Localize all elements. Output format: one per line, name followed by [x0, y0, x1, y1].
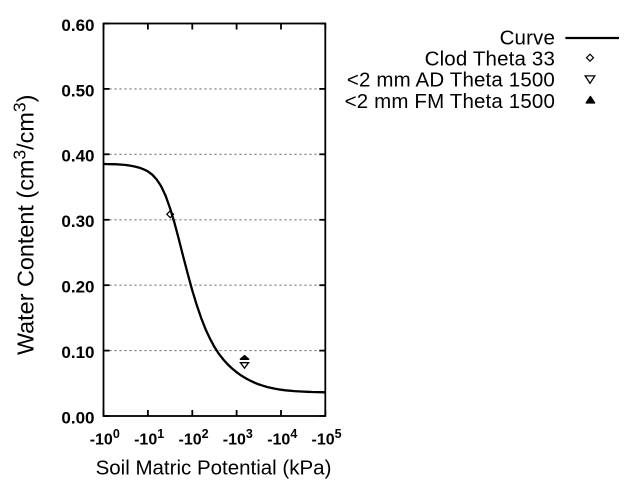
svg-text:0.60: 0.60	[61, 16, 94, 35]
svg-text:<2 mm FM Theta 1500: <2 mm FM Theta 1500	[345, 90, 555, 113]
svg-text:-103: -103	[223, 427, 253, 449]
svg-text:-104: -104	[267, 427, 297, 449]
svg-text:0.00: 0.00	[61, 408, 94, 427]
svg-text:-102: -102	[179, 427, 209, 449]
svg-text:<2 mm AD Theta 1500: <2 mm AD Theta 1500	[347, 69, 555, 92]
svg-text:Curve: Curve	[500, 26, 555, 49]
svg-text:-105: -105	[312, 427, 342, 449]
svg-text:0.10: 0.10	[61, 343, 94, 362]
svg-text:0.30: 0.30	[61, 212, 94, 231]
svg-text:0.50: 0.50	[61, 81, 94, 100]
svg-text:0.20: 0.20	[61, 278, 94, 297]
svg-text:-100: -100	[90, 427, 120, 449]
svg-text:Clod Theta 33: Clod Theta 33	[425, 47, 555, 70]
svg-text:0.40: 0.40	[61, 147, 94, 166]
svg-text:Water Content (cm3/cm3): Water Content (cm3/cm3)	[10, 95, 39, 355]
svg-text:-101: -101	[134, 427, 164, 449]
svg-text:Soil Matric Potential (kPa): Soil Matric Potential (kPa)	[96, 457, 332, 480]
